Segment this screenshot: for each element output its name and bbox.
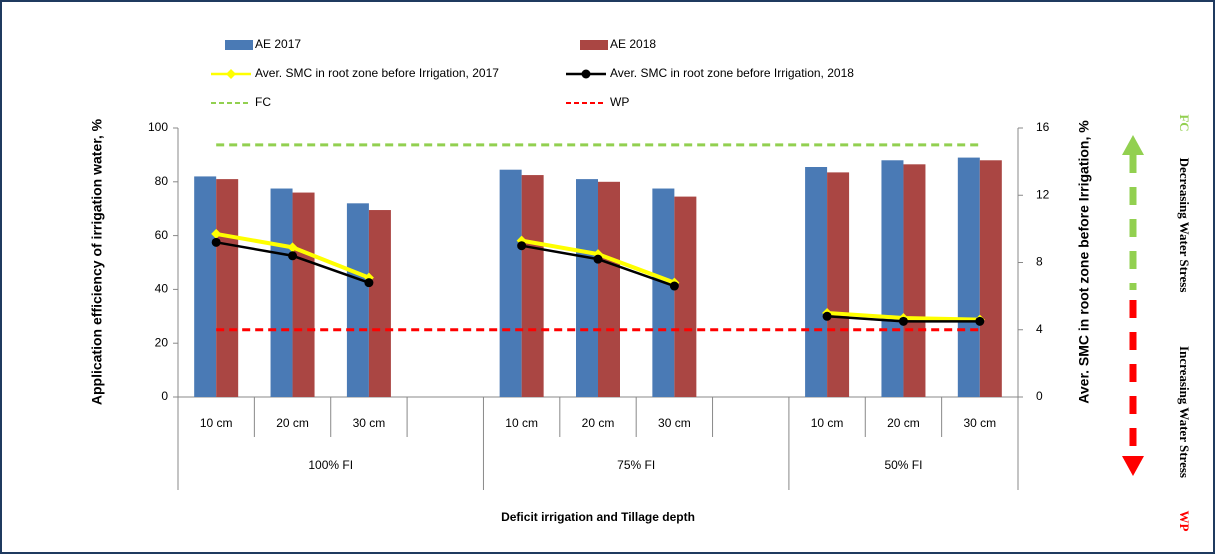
marker [975, 316, 985, 326]
marker [898, 316, 908, 326]
x-axis-label: Deficit irrigation and Tillage depth [501, 510, 695, 524]
marker [364, 278, 374, 288]
marker [822, 311, 832, 321]
bar [292, 192, 315, 397]
legend-label: Aver. SMC in root zone before Irrigation… [255, 66, 499, 80]
marker [287, 242, 298, 253]
legend-swatch [225, 40, 253, 50]
legend-label: WP [610, 95, 629, 109]
bar [957, 157, 980, 397]
bar [194, 176, 217, 397]
x-tick-label: 20 cm [887, 416, 920, 430]
bar [652, 188, 675, 397]
bar [576, 179, 598, 397]
y-tick-label: 80 [155, 174, 169, 188]
bar [903, 164, 926, 397]
bar [216, 179, 239, 397]
y2-tick-label: 4 [1036, 322, 1043, 336]
y2-tick-label: 12 [1036, 187, 1050, 201]
x-tick-label: 30 cm [963, 416, 996, 430]
x-tick-label: 30 cm [353, 416, 386, 430]
x-tick-label: 10 cm [200, 416, 233, 430]
x-tick-label: 20 cm [582, 416, 615, 430]
bar [881, 160, 904, 397]
legend-label: FC [255, 95, 271, 109]
legend-marker [226, 69, 236, 79]
y-tick-label: 40 [155, 282, 169, 296]
marker [517, 241, 527, 251]
bar [499, 169, 522, 397]
y-tick-label: 60 [155, 228, 169, 242]
marker [669, 281, 679, 291]
marker [211, 228, 222, 239]
side-label: FC [1177, 114, 1192, 131]
side-label: WP [1177, 511, 1192, 532]
group-label: 50% FI [884, 458, 922, 472]
green-arrow [1122, 135, 1144, 290]
legend-label: AE 2018 [610, 37, 656, 51]
x-tick-label: 30 cm [658, 416, 691, 430]
bar [368, 210, 391, 397]
y2-axis-label: Aver. SMC in root zone before Irrigation… [1076, 120, 1092, 404]
bar [805, 167, 828, 397]
bar [827, 172, 850, 397]
marker [288, 251, 298, 261]
side-label: Decreasing Water Stress [1177, 158, 1192, 293]
y-tick-label: 100 [148, 120, 168, 134]
bar [521, 175, 544, 397]
x-tick-label: 20 cm [276, 416, 309, 430]
bar [674, 196, 697, 397]
bar [979, 160, 1002, 397]
group-label: 75% FI [617, 458, 655, 472]
x-tick-label: 10 cm [811, 416, 844, 430]
y-axis-label: Application efficiency of irrigation wat… [89, 118, 105, 405]
y2-tick-label: 0 [1036, 389, 1043, 403]
bar [270, 188, 293, 397]
legend-label: AE 2017 [255, 37, 301, 51]
group-label: 100% FI [308, 458, 353, 472]
y-tick-label: 0 [161, 389, 168, 403]
bar [598, 181, 620, 397]
side-label: Increasing Water Stress [1177, 346, 1192, 478]
marker [593, 254, 603, 264]
x-tick-label: 10 cm [505, 416, 538, 430]
legend-swatch [580, 40, 608, 50]
y2-tick-label: 8 [1036, 255, 1043, 269]
legend-marker [581, 69, 591, 79]
marker [211, 237, 221, 247]
red-arrow [1122, 300, 1144, 476]
bar [346, 203, 369, 397]
y2-tick-label: 16 [1036, 120, 1050, 134]
y-tick-label: 20 [155, 335, 169, 349]
legend-label: Aver. SMC in root zone before Irrigation… [610, 66, 854, 80]
